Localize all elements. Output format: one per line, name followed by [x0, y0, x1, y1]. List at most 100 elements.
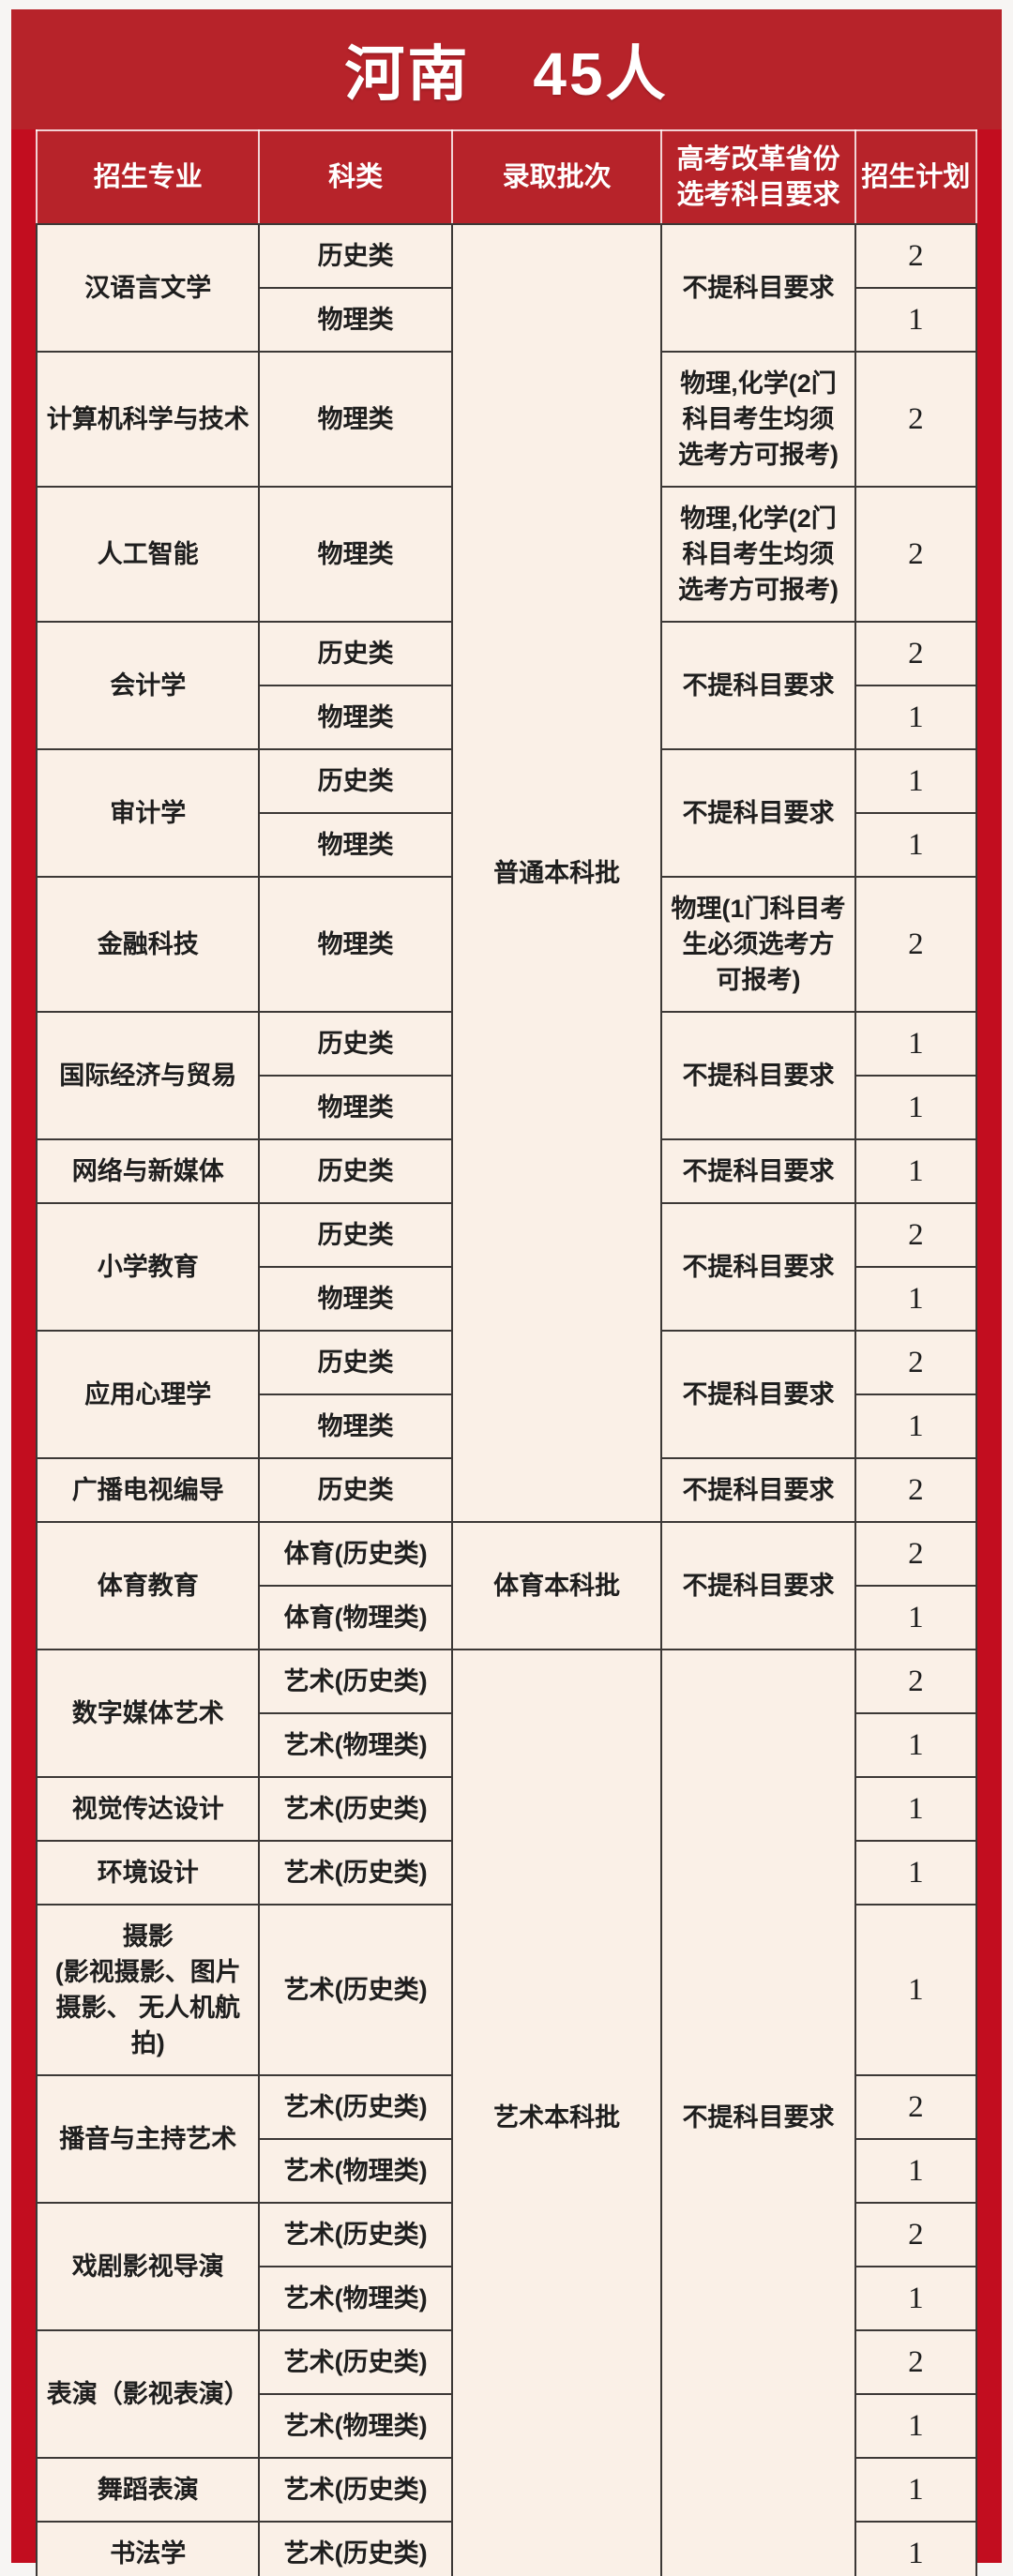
plan-cell: 1 [854, 1904, 978, 2076]
plan-cell: 1 [854, 1840, 978, 1906]
batch-cell: 普通本科批 [450, 223, 663, 1523]
category-cell: 艺术(历史类) [258, 2457, 453, 2523]
category-cell: 物理类 [258, 287, 453, 353]
plan-cell: 1 [854, 812, 978, 878]
category-cell: 艺术(物理类) [258, 2138, 453, 2204]
plan-cell: 1 [854, 1075, 978, 1140]
table-row: 国际经济与贸易 历史类 不提科目要求 1 [35, 1011, 978, 1140]
requirement-cell: 物理,化学(2门科目考生均须选考方可报考) [660, 351, 856, 488]
table-row: 审计学 历史类 不提科目要求 1 [35, 748, 978, 878]
category-cell: 物理类 [258, 1266, 453, 1332]
table-row: 物理类 1 [37, 1075, 978, 1140]
plan-cell: 1 [854, 1585, 978, 1650]
major-cell: 审计学 [35, 748, 261, 878]
category-cell: 艺术(历史类) [258, 1776, 453, 1842]
requirement-cell: 不提科目要求 [660, 1457, 856, 1523]
category-cell: 艺术(物理类) [258, 1712, 453, 1778]
batch-cell: 体育本科批 [450, 1521, 663, 1650]
category-cell: 艺术(历史类) [258, 2202, 453, 2267]
plan-cell: 2 [854, 486, 978, 623]
title-band: 河南 45人 [11, 9, 1002, 129]
major-cell: 戏剧影视导演 [35, 2202, 261, 2331]
plan-cell: 1 [854, 2521, 978, 2576]
requirement-cell: 不提科目要求 [660, 223, 856, 353]
table-row: 物理类 1 [37, 1266, 978, 1332]
table-row: 计算机科学与技术 物理类 物理,化学(2门科目考生均须选考方可报考) 2 [35, 351, 978, 488]
admission-table: 招生专业 科类 录取批次 高考改革省份选考科目要求 招生计划 汉语言文学 历史类普… [35, 129, 978, 2576]
table-row: 艺术(物理类) 1 [37, 1712, 978, 1778]
major-cell: 会计学 [35, 621, 261, 750]
plan-cell: 2 [854, 2202, 978, 2267]
plan-cell: 1 [854, 2393, 978, 2459]
category-cell: 物理类 [258, 1393, 453, 1459]
major-cell: 视觉传达设计 [35, 1776, 261, 1842]
category-cell: 物理类 [258, 685, 453, 750]
table-row: 表演（影视表演） 艺术(历史类) 2 [35, 2329, 978, 2459]
major-cell: 国际经济与贸易 [35, 1011, 261, 1140]
plan-cell: 2 [854, 2074, 978, 2140]
requirement-cell: 不提科目要求 [660, 621, 856, 750]
table-row: 数字媒体艺术 艺术(历史类) 艺术本科批 不提科目要求 2 [35, 1649, 978, 2576]
plan-cell: 1 [854, 1266, 978, 1332]
requirement-cell: 不提科目要求 [660, 1138, 856, 1204]
plan-cell: 1 [854, 1776, 978, 1842]
category-cell: 历史类 [258, 1202, 453, 1268]
category-cell: 物理类 [258, 1075, 453, 1140]
header-cell-category: 科类 [258, 129, 453, 225]
major-cell: 广播电视编导 [35, 1457, 261, 1523]
category-cell: 物理类 [258, 351, 453, 488]
requirement-cell: 不提科目要求 [660, 1011, 856, 1140]
table-row: 艺术(物理类) 1 [37, 2393, 978, 2459]
category-cell: 艺术(历史类) [258, 1904, 453, 2076]
plan-cell: 2 [854, 1457, 978, 1523]
major-cell: 体育教育 [35, 1521, 261, 1650]
plan-cell: 1 [854, 2457, 978, 2523]
category-cell: 艺术(历史类) [258, 1649, 453, 1714]
plan-cell: 1 [854, 1712, 978, 1778]
category-cell: 艺术(历史类) [258, 1840, 453, 1906]
table-row: 小学教育 历史类 不提科目要求 2 [35, 1202, 978, 1332]
requirement-cell: 不提科目要求 [660, 1202, 856, 1332]
header-cell-requirement: 高考改革省份选考科目要求 [660, 129, 856, 225]
plan-cell: 1 [854, 748, 978, 814]
table-row: 摄影 (影视摄影、图片摄影、 无人机航拍) 艺术(历史类) 1 [35, 1904, 978, 2076]
category-cell: 体育(物理类) [258, 1585, 453, 1650]
table-row: 舞蹈表演 艺术(历史类) 1 [35, 2457, 978, 2523]
major-cell: 表演（影视表演） [35, 2329, 261, 2459]
plan-cell: 2 [854, 351, 978, 488]
plan-cell: 2 [854, 1521, 978, 1587]
major-cell: 应用心理学 [35, 1330, 261, 1459]
plan-cell: 2 [854, 1649, 978, 1714]
page-title: 河南 45人 [344, 40, 669, 108]
major-cell: 人工智能 [35, 486, 261, 623]
category-cell: 艺术(历史类) [258, 2074, 453, 2140]
category-cell: 历史类 [258, 621, 453, 686]
category-cell: 物理类 [258, 486, 453, 623]
plan-cell: 1 [854, 2138, 978, 2204]
table-row: 体育教育 体育(历史类) 体育本科批 不提科目要求 2 [35, 1521, 978, 1650]
table-row: 物理类 1 [37, 685, 978, 750]
plan-cell: 2 [854, 1202, 978, 1268]
plan-cell: 1 [854, 685, 978, 750]
major-cell: 小学教育 [35, 1202, 261, 1332]
plan-cell: 1 [854, 1011, 978, 1077]
major-cell: 播音与主持艺术 [35, 2074, 261, 2204]
table-row: 广播电视编导 历史类 不提科目要求 2 [35, 1457, 978, 1523]
major-cell: 网络与新媒体 [35, 1138, 261, 1204]
table-row: 会计学 历史类 不提科目要求 2 [35, 621, 978, 750]
table-row: 书法学 艺术(历史类) 1 [35, 2521, 978, 2576]
category-cell: 物理类 [258, 812, 453, 878]
table-row: 视觉传达设计 艺术(历史类) 1 [35, 1776, 978, 1842]
major-cell: 汉语言文学 [35, 223, 261, 353]
category-cell: 艺术(历史类) [258, 2521, 453, 2576]
table-row: 应用心理学 历史类 不提科目要求 2 [35, 1330, 978, 1459]
category-cell: 历史类 [258, 1011, 453, 1077]
plan-cell: 2 [854, 876, 978, 1013]
page-frame: 河南 45人 招生专业 科类 录取批次 高考改革省份选考科目要求 招生计划 汉语… [11, 9, 1002, 2576]
requirement-cell: 物理(1门科目考生必须选考方可报考) [660, 876, 856, 1013]
table-row: 艺术(物理类) 1 [37, 2266, 978, 2331]
table-row: 金融科技 物理类 物理(1门科目考生必须选考方可报考) 2 [35, 876, 978, 1013]
header-cell-major: 招生专业 [35, 129, 261, 225]
major-cell: 计算机科学与技术 [35, 351, 261, 488]
